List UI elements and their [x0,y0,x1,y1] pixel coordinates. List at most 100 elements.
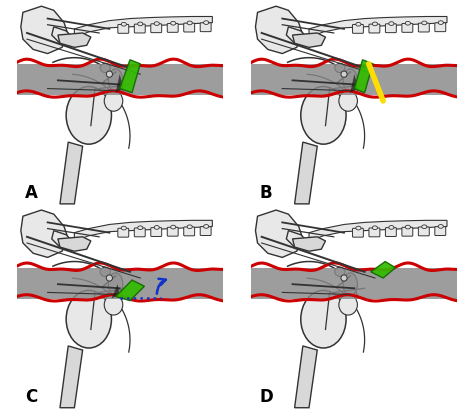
Ellipse shape [373,226,377,230]
FancyBboxPatch shape [184,23,195,32]
FancyBboxPatch shape [419,23,429,32]
Polygon shape [350,74,358,93]
FancyBboxPatch shape [200,227,211,235]
Polygon shape [60,142,82,204]
FancyBboxPatch shape [151,228,162,236]
Ellipse shape [339,91,357,111]
Ellipse shape [109,69,123,92]
Ellipse shape [100,267,110,277]
Ellipse shape [301,87,346,144]
Polygon shape [116,280,145,301]
FancyBboxPatch shape [151,24,162,32]
Text: D: D [260,388,273,406]
Ellipse shape [335,63,345,73]
Ellipse shape [204,21,209,25]
Ellipse shape [104,295,123,315]
Polygon shape [116,74,124,93]
Text: B: B [260,184,272,202]
Bar [251,268,457,299]
Ellipse shape [154,22,159,25]
Ellipse shape [405,21,410,25]
Ellipse shape [109,273,123,295]
Polygon shape [21,6,68,54]
FancyBboxPatch shape [402,227,413,236]
Ellipse shape [438,225,443,228]
Ellipse shape [106,275,112,281]
FancyBboxPatch shape [402,23,413,32]
Ellipse shape [339,295,357,315]
Polygon shape [255,210,303,258]
Polygon shape [21,210,68,258]
Polygon shape [74,220,212,241]
FancyBboxPatch shape [134,228,145,237]
Ellipse shape [187,225,192,229]
Ellipse shape [104,91,123,111]
Polygon shape [371,262,395,278]
Polygon shape [74,17,212,37]
Ellipse shape [100,63,110,73]
Ellipse shape [341,71,347,77]
Ellipse shape [154,225,159,229]
Ellipse shape [356,22,361,26]
Polygon shape [58,33,91,47]
Bar [17,64,223,95]
Polygon shape [255,6,303,54]
Text: A: A [25,184,38,202]
Polygon shape [52,27,74,45]
Ellipse shape [356,226,361,230]
Bar [17,268,223,299]
Polygon shape [292,33,326,47]
FancyBboxPatch shape [369,228,380,237]
Ellipse shape [438,21,443,25]
FancyBboxPatch shape [385,24,396,32]
Ellipse shape [171,225,176,229]
Ellipse shape [422,21,427,25]
Ellipse shape [373,22,377,26]
Ellipse shape [301,290,346,348]
FancyBboxPatch shape [200,23,211,32]
Polygon shape [295,346,317,408]
FancyBboxPatch shape [369,24,380,33]
Polygon shape [309,220,447,241]
FancyBboxPatch shape [134,24,145,33]
FancyArrowPatch shape [157,279,166,294]
FancyBboxPatch shape [353,228,364,237]
Ellipse shape [405,225,410,229]
FancyBboxPatch shape [419,227,429,236]
Ellipse shape [106,71,112,77]
Ellipse shape [121,22,127,26]
Polygon shape [119,60,140,93]
Ellipse shape [335,267,345,277]
Polygon shape [58,237,91,251]
FancyBboxPatch shape [435,23,446,32]
Polygon shape [52,230,74,249]
FancyBboxPatch shape [385,228,396,236]
Polygon shape [60,346,82,408]
Ellipse shape [422,225,427,229]
FancyBboxPatch shape [118,25,129,33]
Text: C: C [25,388,37,406]
Polygon shape [111,284,119,299]
Ellipse shape [66,290,111,348]
FancyBboxPatch shape [167,227,178,236]
FancyBboxPatch shape [184,227,195,236]
FancyBboxPatch shape [435,227,446,235]
Ellipse shape [389,225,394,229]
Polygon shape [292,237,326,251]
Ellipse shape [187,21,192,25]
Ellipse shape [66,87,111,144]
Polygon shape [295,142,317,204]
Ellipse shape [343,273,357,295]
FancyBboxPatch shape [167,23,178,32]
Ellipse shape [138,22,143,26]
Polygon shape [286,27,309,45]
Polygon shape [355,60,373,93]
Ellipse shape [121,226,127,230]
Polygon shape [309,17,447,37]
Ellipse shape [389,22,394,25]
Polygon shape [286,230,309,249]
Ellipse shape [204,225,209,228]
Ellipse shape [171,21,176,25]
Ellipse shape [138,226,143,230]
Ellipse shape [343,69,357,92]
